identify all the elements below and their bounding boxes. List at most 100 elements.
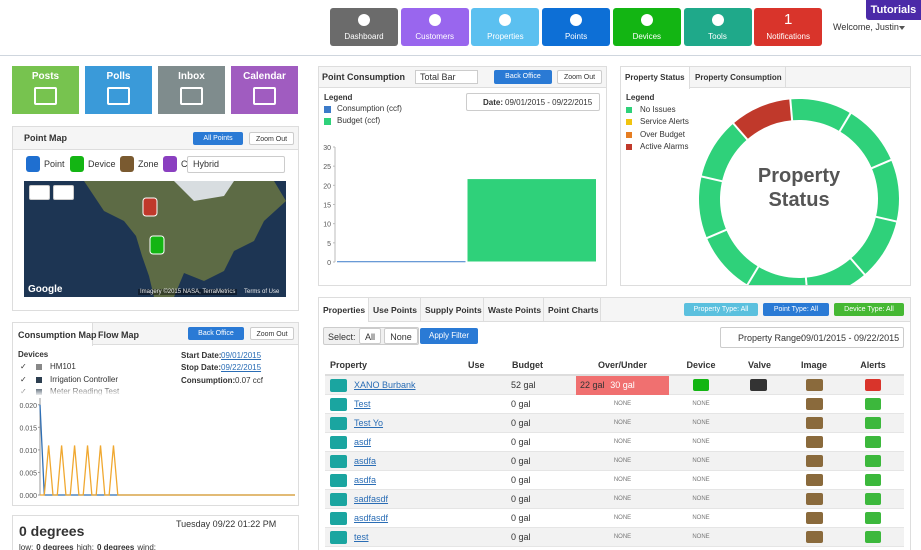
tile[interactable]: Polls — [85, 66, 152, 114]
range-button[interactable]: Property Range: 09/01/2015 - 09/22/2015 — [720, 327, 904, 348]
property-link[interactable]: XANO Burbank — [354, 380, 416, 390]
image-icon[interactable] — [806, 455, 823, 467]
tab[interactable]: Consumption Map — [18, 330, 97, 340]
legend-label: Budget (ccf) — [337, 116, 381, 125]
property-link[interactable]: test — [354, 532, 369, 542]
bar-chart: 0 5 10 15 20 25 30 — [323, 145, 596, 267]
table-cell: NONE — [613, 439, 632, 445]
search-button[interactable] — [330, 398, 347, 411]
property-link[interactable]: Test — [354, 399, 371, 409]
tab[interactable]: Flow Map — [98, 330, 139, 340]
filter-button[interactable]: Device Type: All — [834, 303, 904, 316]
image-icon[interactable] — [806, 436, 823, 448]
image-icon[interactable] — [806, 379, 823, 391]
column-header: Valve — [747, 360, 772, 370]
search-button[interactable] — [330, 531, 347, 544]
alert-icon[interactable] — [865, 531, 881, 543]
tab[interactable]: Property Consumption — [695, 73, 782, 82]
tile[interactable]: Inbox — [158, 66, 225, 114]
property-link[interactable]: sadfasdf — [354, 494, 389, 504]
table-cell: NONE — [692, 496, 710, 502]
alert-icon[interactable] — [865, 436, 881, 448]
image-icon[interactable] — [806, 417, 823, 429]
select-all-button[interactable]: All — [359, 328, 381, 344]
zoom-out-button[interactable]: Zoom Out — [557, 70, 602, 84]
zoom-in-button[interactable] — [29, 185, 50, 200]
nav-button[interactable]: Tools — [683, 8, 752, 46]
date-value: 09/01/2015 - 09/22/2015 — [505, 98, 593, 107]
table-cell: NONE — [692, 477, 710, 483]
tile[interactable]: Calendar — [231, 66, 298, 114]
alert-icon[interactable] — [865, 398, 881, 410]
property-link[interactable]: Test Yo — [354, 418, 384, 428]
zoom-out-map-button[interactable] — [53, 185, 74, 200]
search-button[interactable] — [330, 512, 347, 525]
table-row — [325, 395, 904, 414]
tab[interactable]: Properties — [323, 305, 366, 315]
date-button[interactable]: Date: 09/01/2015 - 09/22/2015 — [466, 93, 600, 111]
legend-swatch — [324, 118, 331, 125]
nav-button[interactable]: Customers — [400, 8, 469, 46]
alert-icon[interactable] — [865, 417, 881, 429]
alert-icon[interactable] — [865, 474, 881, 486]
alert-icon[interactable] — [865, 379, 881, 391]
table-cell: NONE — [613, 534, 632, 540]
search-button[interactable] — [330, 474, 347, 487]
chart-type-select[interactable]: Total Bar — [415, 70, 478, 84]
property-link[interactable]: asdfa — [354, 456, 377, 466]
tutorials[interactable]: Tutorials — [866, 0, 921, 20]
tab-border — [483, 298, 484, 322]
zoom-out-button[interactable]: Zoom Out — [249, 132, 294, 145]
back-office-button[interactable]: Back Office — [188, 327, 244, 340]
image-icon[interactable] — [806, 512, 823, 524]
zoom-out-button[interactable]: Zoom Out — [250, 327, 294, 340]
device-icon[interactable] — [693, 379, 709, 391]
nav-icon — [358, 14, 370, 26]
alert-icon[interactable] — [865, 455, 881, 467]
tab[interactable]: Point Charts — [548, 305, 599, 315]
search-button[interactable] — [330, 455, 347, 468]
search-button[interactable] — [330, 379, 347, 392]
tab[interactable]: Property Status — [625, 73, 685, 82]
nav-icon — [570, 14, 583, 26]
date-value: 09/01/2015 — [221, 351, 262, 360]
table-cell: 22 gal — [580, 380, 605, 390]
table-cell: NONE — [692, 458, 710, 464]
map-type-select[interactable]: Hybrid — [187, 156, 285, 173]
alert-icon[interactable] — [865, 512, 881, 524]
nav-button[interactable]: Points — [542, 8, 611, 46]
tab[interactable]: Supply Points — [425, 305, 482, 315]
apply-filter-button[interactable]: Apply Filter — [420, 328, 478, 344]
image-icon[interactable] — [806, 493, 823, 505]
table-row — [325, 433, 904, 452]
tab[interactable]: Use Points — [373, 305, 417, 315]
search-button[interactable] — [330, 417, 347, 430]
filter-button[interactable]: Property Type: All — [684, 303, 758, 316]
nav-button[interactable]: 1 Notifications — [754, 8, 823, 46]
property-link[interactable]: asdfa — [354, 475, 377, 485]
tile-icon — [34, 87, 57, 105]
tab[interactable]: Waste Points — [488, 305, 542, 315]
nav-button[interactable]: Devices — [612, 8, 681, 46]
image-icon[interactable] — [806, 398, 823, 410]
image-icon[interactable] — [806, 531, 823, 543]
back-office-button[interactable]: Back Office — [494, 70, 552, 84]
legend-label: Consumption (ccf) — [337, 104, 402, 113]
map-terms[interactable]: Terms of Use — [244, 289, 280, 295]
segment-separator — [838, 111, 852, 133]
select-none-button[interactable]: None — [384, 328, 418, 344]
alert-icon[interactable] — [865, 493, 881, 505]
image-icon[interactable] — [806, 474, 823, 486]
search-button[interactable] — [330, 493, 347, 506]
welcome[interactable]: Welcome, Justin — [833, 22, 899, 32]
valve-icon[interactable] — [750, 379, 767, 391]
nav-button[interactable]: Properties — [471, 8, 540, 46]
property-link[interactable]: asdf — [354, 437, 372, 447]
tile[interactable]: Posts — [12, 66, 79, 114]
filter-button[interactable]: Point Type: All — [763, 303, 829, 316]
all-points-button[interactable]: All Points — [193, 132, 243, 145]
search-button[interactable] — [330, 436, 347, 449]
nav-button[interactable]: Dashboard — [330, 8, 398, 46]
property-link[interactable]: asdfasdf — [354, 513, 389, 523]
